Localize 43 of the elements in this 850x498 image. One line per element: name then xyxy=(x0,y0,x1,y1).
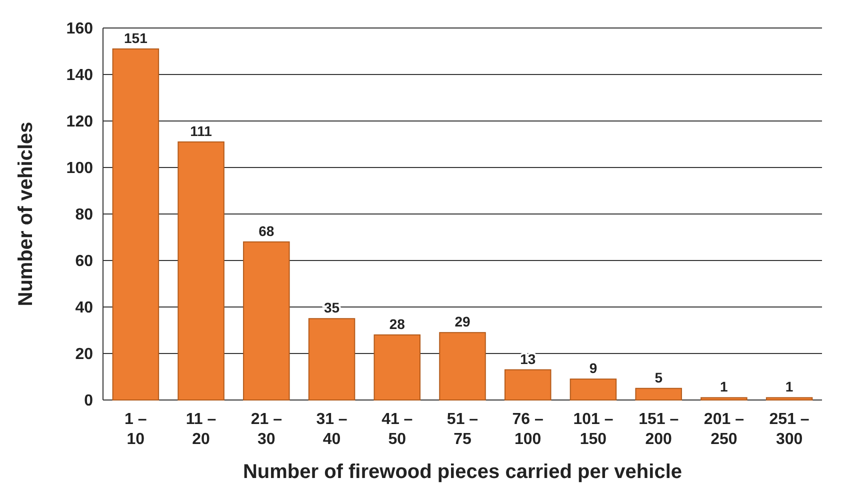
y-axis-title: Number of vehicles xyxy=(15,122,37,306)
data-label: 1 xyxy=(785,378,794,395)
x-tick-label: 151 – 200 xyxy=(638,411,679,448)
y-tick-label: 0 xyxy=(84,392,94,410)
data-label: 28 xyxy=(389,316,406,332)
data-label: 111 xyxy=(190,122,212,139)
x-axis-title: Number of firewood pieces carried per vehicle xyxy=(242,461,682,483)
data-label: 151 xyxy=(124,30,148,46)
x-tick-label: 101 – 150 xyxy=(573,411,614,448)
y-tick-label: 20 xyxy=(75,346,94,364)
bar xyxy=(504,369,552,400)
bar xyxy=(243,241,290,400)
x-tick-label: 51 – 75 xyxy=(446,411,478,448)
data-label: 9 xyxy=(589,360,598,376)
y-tick-label: 140 xyxy=(66,67,94,84)
y-tick-label: 120 xyxy=(66,114,94,131)
bar xyxy=(178,141,224,400)
bar xyxy=(374,334,421,400)
data-label: 1 xyxy=(720,378,728,395)
x-tick-label: 31 – 40 xyxy=(316,411,348,448)
y-tick-label: 80 xyxy=(75,206,94,224)
data-label: 68 xyxy=(258,222,274,239)
bar xyxy=(112,48,160,400)
bar xyxy=(308,318,356,400)
bar xyxy=(570,378,617,400)
x-tick-label: 76 – 100 xyxy=(512,411,544,448)
x-tick-label: 201 – 250 xyxy=(704,411,744,448)
data-label: 13 xyxy=(520,350,536,367)
bar xyxy=(766,397,813,400)
x-tick-label: 21 – 30 xyxy=(250,411,282,448)
x-tick-label: 251 – 300 xyxy=(769,411,810,448)
bar xyxy=(635,388,682,400)
x-tick-label: 11 – 20 xyxy=(186,411,216,448)
data-label: 29 xyxy=(454,314,470,330)
x-tick-label: 41 – 50 xyxy=(382,411,413,448)
data-label: 5 xyxy=(654,369,663,386)
y-tick-label: 60 xyxy=(75,253,94,270)
y-tick-label: 40 xyxy=(75,300,94,317)
y-tick-label: 100 xyxy=(66,160,94,178)
x-tick-label: 1 – 10 xyxy=(124,411,147,448)
bar xyxy=(439,332,486,400)
y-tick-label: 160 xyxy=(66,20,94,38)
bar xyxy=(700,397,748,400)
